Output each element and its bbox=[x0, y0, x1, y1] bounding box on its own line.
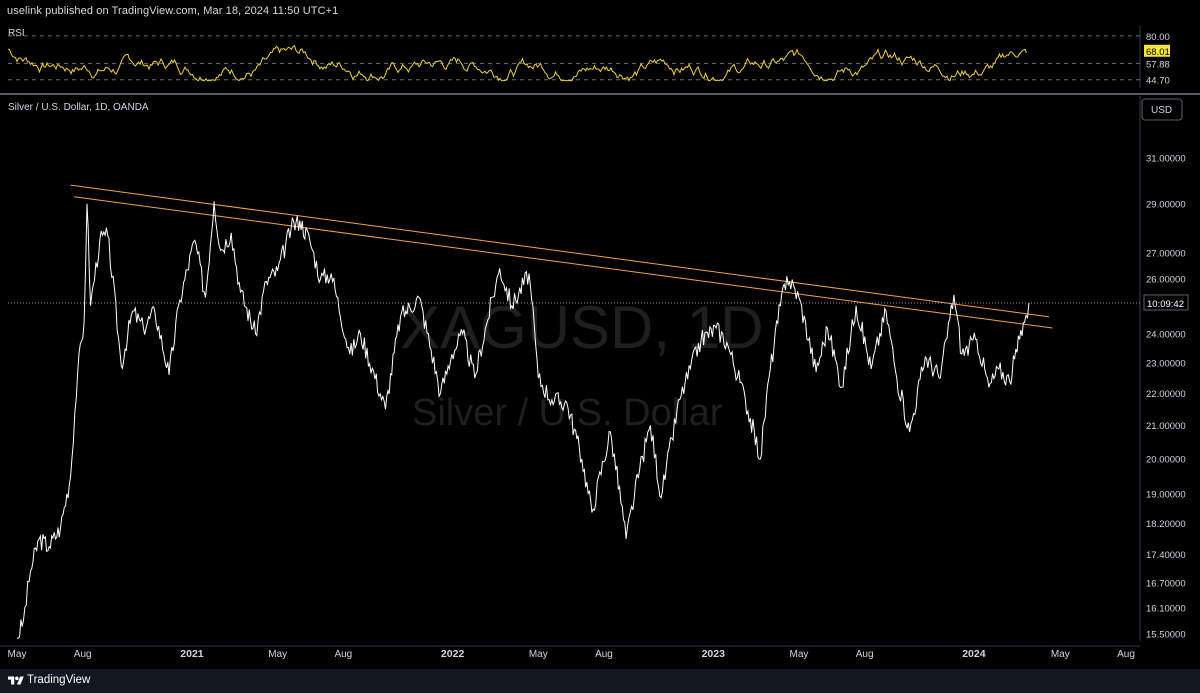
countdown-label: 10:09:42 bbox=[1147, 299, 1184, 310]
rsi-level-badge bbox=[1144, 73, 1170, 86]
rsi-current-badge bbox=[1144, 44, 1170, 57]
y-tick-label: 29.00000 bbox=[1146, 199, 1186, 210]
x-tick-label: 2021 bbox=[180, 648, 204, 660]
watermark-name: Silver / U.S. Dollar bbox=[412, 392, 723, 434]
y-tick-label: 16.70000 bbox=[1146, 578, 1186, 589]
x-tick-label: May bbox=[789, 649, 808, 660]
trendline-1[interactable] bbox=[70, 184, 1049, 318]
x-tick-label: May bbox=[529, 649, 548, 660]
y-tick-label: 24.00000 bbox=[1146, 329, 1186, 340]
x-tick-label: 2023 bbox=[702, 648, 726, 660]
trendline-2[interactable] bbox=[74, 196, 1053, 329]
y-tick-label: 21.00000 bbox=[1146, 421, 1186, 432]
rsi-level-label: 57.88 bbox=[1146, 59, 1170, 70]
x-tick-label: May bbox=[268, 649, 287, 660]
currency-button-label: USD bbox=[1151, 105, 1172, 116]
y-tick-label: 20.00000 bbox=[1146, 454, 1186, 465]
rsi-line bbox=[7, 44, 1027, 82]
currency-button[interactable] bbox=[1141, 98, 1183, 121]
watermark-symbol: XAGUSD, 1D bbox=[400, 294, 763, 361]
x-tick-label: May bbox=[1051, 649, 1070, 660]
publish-header: uselink published on TradingView.com, Ma… bbox=[0, 0, 1200, 22]
tradingview-logo-icon bbox=[8, 676, 24, 685]
y-tick-label: 26.00000 bbox=[1146, 274, 1186, 285]
rsi-level-badge bbox=[1144, 57, 1170, 70]
rsi-level-label: 80.00 bbox=[1146, 32, 1170, 43]
y-tick-label: 18.20000 bbox=[1146, 519, 1186, 530]
y-tick-label: 17.40000 bbox=[1146, 550, 1186, 561]
y-tick-label: 31.00000 bbox=[1146, 154, 1186, 165]
y-tick-label: 22.00000 bbox=[1146, 389, 1186, 400]
price-line bbox=[16, 201, 1030, 639]
y-tick-label: 16.10000 bbox=[1146, 603, 1186, 614]
countdown-badge bbox=[1143, 294, 1189, 311]
main-title: Silver / U.S. Dollar, 1D, OANDA bbox=[8, 102, 149, 113]
publish-info-text: uselink published on TradingView.com, Ma… bbox=[7, 5, 339, 17]
x-tick-label: May bbox=[8, 649, 27, 660]
y-tick-label: 15.50000 bbox=[1146, 630, 1186, 641]
rsi-level-label: 44.70 bbox=[1146, 76, 1170, 87]
x-tick-label: Aug bbox=[595, 649, 613, 660]
rsi-level-label: 68.01 bbox=[1146, 47, 1170, 58]
x-tick-label: Aug bbox=[856, 649, 874, 660]
y-tick-label: 19.00000 bbox=[1146, 490, 1186, 501]
x-tick-label: 2022 bbox=[441, 648, 465, 660]
footer-bar: TradingView bbox=[0, 669, 1200, 693]
y-tick-label: 23.00000 bbox=[1146, 358, 1186, 369]
tradingview-brand: TradingView bbox=[27, 674, 91, 686]
y-tick-label: 27.00000 bbox=[1146, 248, 1186, 259]
x-tick-label: Aug bbox=[74, 649, 92, 660]
x-tick-label: 2024 bbox=[962, 648, 986, 660]
x-tick-label: Aug bbox=[1117, 649, 1135, 660]
rsi-label: RSI bbox=[8, 28, 25, 39]
x-tick-label: Aug bbox=[334, 649, 352, 660]
rsi-level-badge bbox=[1144, 29, 1170, 42]
